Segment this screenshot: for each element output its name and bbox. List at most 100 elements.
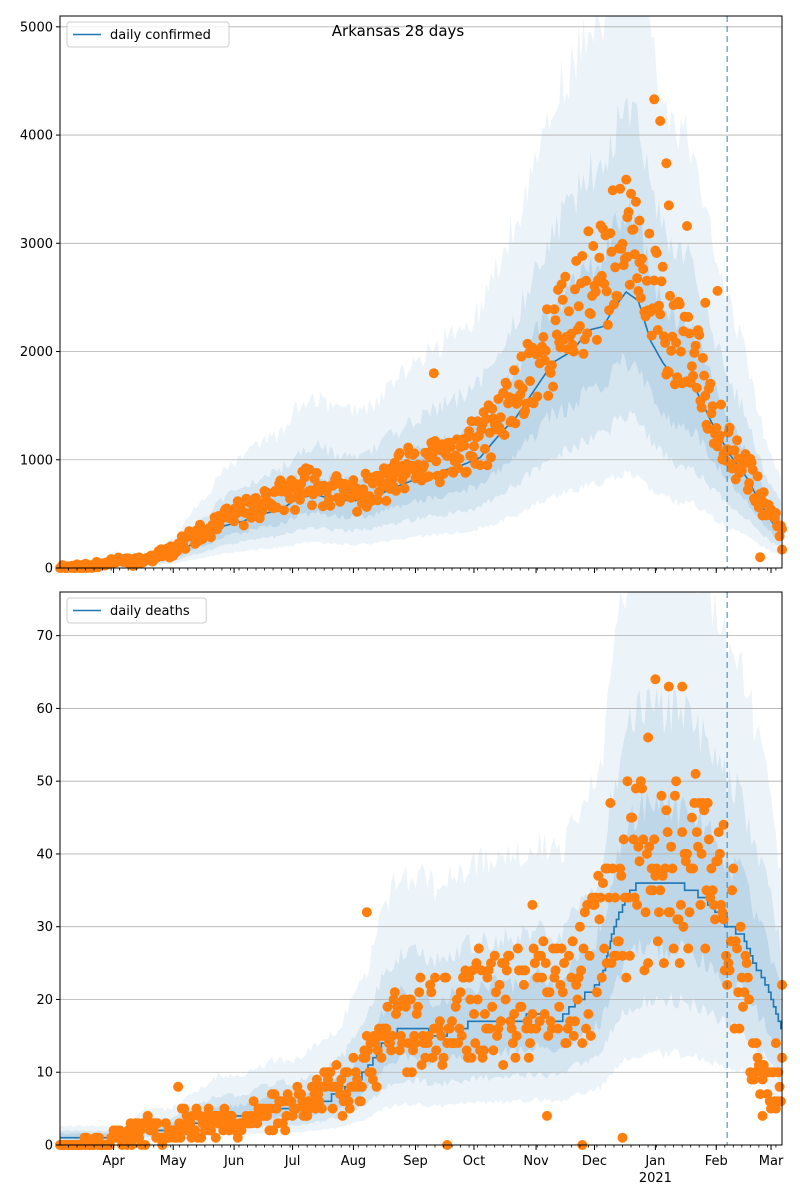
- observation-point: [617, 1132, 628, 1143]
- observation-point: [713, 827, 724, 838]
- observation-point: [621, 972, 632, 983]
- observation-point: [630, 196, 641, 207]
- observation-point: [736, 465, 747, 476]
- observation-point: [257, 506, 268, 517]
- observation-point: [499, 430, 510, 440]
- observation-point: [393, 1001, 404, 1012]
- observation-point: [556, 943, 567, 954]
- observation-point: [696, 402, 707, 413]
- observation-point: [387, 473, 398, 484]
- observation-point: [601, 286, 612, 297]
- observation-point: [729, 445, 740, 456]
- y-tick-label: 70: [36, 629, 53, 644]
- confirmed-panel: 0 1000 2000 3000 4000 5000 Arkansas 28 days d…: [20, 15, 787, 577]
- observation-point: [389, 987, 400, 998]
- observation-point: [607, 863, 618, 874]
- observation-point: [718, 819, 729, 830]
- observation-point: [510, 1052, 521, 1063]
- observation-point: [696, 848, 707, 859]
- x-tick-label: Sep: [403, 1154, 428, 1169]
- observation-point: [475, 460, 486, 471]
- observation-point: [702, 423, 713, 434]
- observation-point: [668, 943, 679, 954]
- observation-point: [476, 965, 487, 976]
- band-middle: [60, 688, 781, 1142]
- observation-point: [420, 1052, 431, 1063]
- observation-point: [405, 994, 416, 1005]
- observation-point: [391, 485, 401, 496]
- observation-point: [644, 841, 655, 852]
- observation-point: [751, 1038, 762, 1049]
- observation-point: [775, 1096, 786, 1107]
- observation-point: [770, 508, 781, 518]
- observation-point: [173, 1081, 184, 1092]
- observation-point: [577, 1038, 588, 1049]
- observation-point: [684, 328, 695, 339]
- observation-point: [414, 987, 425, 998]
- observation-point: [459, 440, 470, 451]
- observation-point: [666, 841, 677, 852]
- observation-point: [744, 478, 755, 489]
- observation-point: [540, 345, 551, 356]
- observation-point: [629, 249, 640, 260]
- observation-point: [711, 423, 722, 433]
- observation-point: [728, 863, 739, 874]
- observation-point: [652, 936, 663, 947]
- observation-point: [621, 174, 632, 185]
- observation-point: [643, 732, 654, 743]
- observation-point: [509, 365, 520, 376]
- observation-point: [655, 116, 666, 126]
- observation-point: [744, 994, 755, 1005]
- observation-point: [651, 248, 662, 258]
- observation-point: [622, 776, 633, 787]
- observation-point: [325, 500, 336, 511]
- y-tick-label: 10: [36, 1066, 53, 1081]
- observation-point: [700, 943, 711, 954]
- observation-point: [688, 863, 699, 874]
- observation-point: [732, 435, 742, 446]
- band-inner: [60, 789, 781, 1140]
- observation-point: [327, 1103, 338, 1114]
- observation-point: [557, 987, 568, 998]
- observation-point: [746, 457, 757, 468]
- confirmed-legend: daily confirmed: [66, 21, 230, 48]
- observation-point: [758, 487, 769, 498]
- observation-point: [269, 1089, 280, 1100]
- observation-point: [583, 226, 594, 237]
- observation-point: [488, 1045, 499, 1056]
- observation-point: [430, 972, 440, 983]
- observation-point: [613, 936, 624, 947]
- chart-title: Arkansas 28 days: [332, 22, 465, 40]
- observation-point: [356, 1081, 367, 1092]
- y-tick-label: 60: [36, 702, 53, 717]
- observation-point: [501, 379, 512, 390]
- observation-point: [568, 346, 579, 357]
- observation-point: [487, 403, 498, 414]
- observation-point: [632, 273, 643, 284]
- observation-point: [714, 430, 725, 441]
- deaths-gridlines: [60, 635, 782, 1073]
- observation-point: [727, 463, 738, 474]
- observation-point: [683, 312, 694, 322]
- observation-point: [591, 987, 602, 998]
- observation-point: [551, 329, 562, 340]
- legend-label-confirmed: daily confirmed: [110, 28, 211, 43]
- observation-point: [538, 332, 549, 342]
- observation-point: [413, 1001, 423, 1012]
- observation-point: [523, 1052, 534, 1063]
- observation-point: [667, 863, 678, 874]
- observation-point: [716, 399, 727, 410]
- observation-point: [428, 368, 439, 379]
- x-tick-label: Apr: [102, 1154, 125, 1169]
- observation-point: [248, 1096, 259, 1107]
- x-tick-label: Aug: [341, 1154, 366, 1169]
- observation-point: [481, 414, 492, 424]
- observation-point: [695, 899, 706, 910]
- observation-point: [527, 899, 538, 910]
- observation-point: [438, 468, 449, 479]
- observation-point: [724, 965, 735, 976]
- observation-point: [624, 950, 635, 961]
- y-tick-label: 40: [36, 847, 53, 862]
- observation-point: [618, 834, 629, 845]
- observation-point: [578, 348, 589, 359]
